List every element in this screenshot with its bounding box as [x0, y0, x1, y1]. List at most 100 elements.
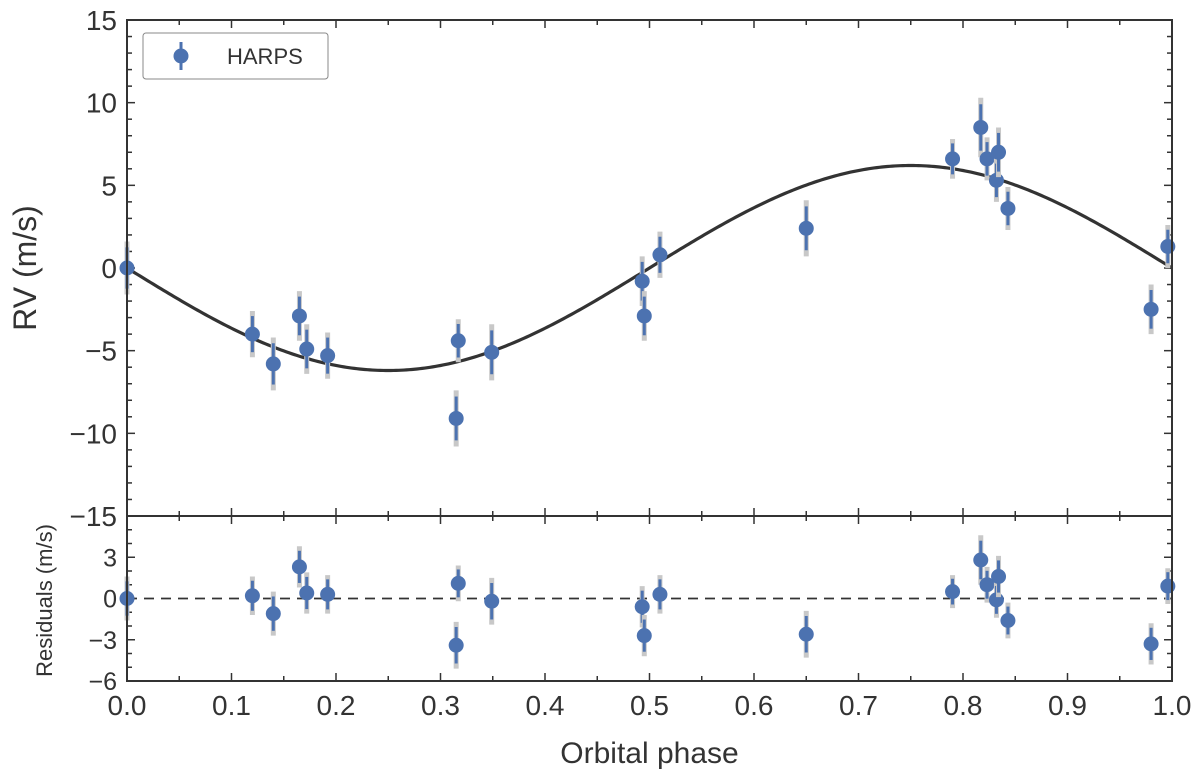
data-point	[1143, 623, 1159, 665]
rv-ytick-label: 10	[86, 88, 117, 119]
rv-ytick-label: −15	[70, 501, 118, 532]
data-point	[484, 324, 500, 381]
data-point	[450, 565, 466, 602]
data-point	[973, 535, 989, 585]
x-tick-label: 0.5	[630, 690, 669, 721]
x-tick-label: 0.1	[212, 690, 251, 721]
data-point	[798, 200, 814, 257]
marker	[945, 151, 961, 167]
marker	[652, 247, 668, 263]
marker	[798, 626, 814, 642]
marker	[291, 559, 307, 575]
marker	[291, 308, 307, 324]
x-tick-label: 1.0	[1153, 690, 1192, 721]
data-point	[636, 291, 652, 341]
residuals-panel-frame	[126, 515, 1173, 682]
data-point	[973, 97, 989, 158]
marker	[634, 599, 650, 615]
data-point	[244, 310, 260, 358]
rv-points	[119, 97, 1176, 447]
marker	[244, 326, 260, 342]
marker	[991, 569, 1007, 584]
data-point	[484, 577, 500, 625]
marker	[320, 586, 336, 602]
marker	[634, 273, 650, 289]
rv-ytick-label: 15	[86, 5, 117, 36]
marker	[265, 356, 281, 372]
x-tick-label: 0.8	[944, 690, 983, 721]
data-point	[265, 591, 281, 636]
marker	[450, 333, 466, 349]
data-point	[291, 291, 307, 341]
x-tick-label: 0.9	[1048, 690, 1087, 721]
data-point	[1160, 568, 1176, 604]
residuals-ylabel: Residuals (m/s)	[32, 524, 57, 677]
marker	[1000, 200, 1016, 216]
marker	[1000, 613, 1016, 628]
data-point	[991, 127, 1007, 178]
x-tick-label: 0.0	[108, 690, 147, 721]
residuals-ytick-label: 0	[103, 586, 117, 614]
legend-box	[142, 32, 329, 80]
x-tick-label: 0.2	[317, 690, 356, 721]
x-tick-labels: 0.0 0.1 0.2 0.3 0.4 0.5 0.6 0.7 0.8 0.9 1.0	[108, 690, 1192, 721]
legend-dot	[173, 48, 189, 64]
marker	[973, 552, 989, 568]
marker	[265, 606, 281, 622]
marker	[299, 341, 315, 357]
rv-ytick-label: 5	[101, 170, 117, 201]
data-point	[291, 546, 307, 588]
marker	[973, 119, 989, 135]
data-point	[320, 575, 336, 614]
data-point	[945, 575, 961, 609]
marker	[798, 220, 814, 236]
data-point	[448, 621, 464, 669]
marker	[979, 577, 995, 593]
marker	[979, 151, 995, 167]
data-point	[652, 575, 668, 614]
marker	[945, 584, 961, 600]
rv-ytick-label: −5	[85, 336, 117, 367]
marker	[484, 344, 500, 360]
x-tick-label: 0.4	[526, 690, 565, 721]
data-point	[798, 610, 814, 658]
x-axis-label: Orbital phase	[560, 737, 738, 770]
residuals-ytick-labels: 3 0 −3 −6	[88, 544, 117, 696]
residuals-ytick-label: −6	[88, 668, 117, 696]
rv-model-curve-group	[126, 163, 1173, 373]
data-point	[244, 576, 260, 615]
marker	[484, 593, 500, 609]
marker	[1160, 578, 1176, 594]
marker	[244, 588, 260, 604]
data-point	[299, 324, 315, 374]
data-point	[991, 555, 1007, 598]
data-point	[448, 390, 464, 447]
data-point	[1143, 284, 1159, 335]
data-point	[1000, 602, 1016, 639]
marker	[448, 410, 464, 426]
x-tick-label: 0.6	[735, 690, 774, 721]
rv-panel: 15 10 5 0 −5 −10 −15 RV (m/s) HARPS	[7, 5, 1176, 532]
data-point	[979, 566, 995, 603]
residuals-ytick-label: 3	[103, 544, 117, 572]
rv-ylabel: RV (m/s)	[7, 205, 43, 331]
marker	[450, 575, 466, 591]
data-point	[979, 137, 995, 181]
data-point	[636, 615, 652, 657]
data-point	[265, 337, 281, 391]
marker	[652, 586, 668, 602]
data-point	[320, 332, 336, 379]
marker	[636, 308, 652, 324]
data-point	[299, 572, 315, 614]
legend-marker	[173, 42, 189, 70]
marker	[1143, 636, 1159, 652]
rv-ytick-label: 0	[101, 253, 117, 284]
residuals-ytick-label: −3	[88, 627, 117, 655]
x-tick-label: 0.3	[421, 690, 460, 721]
rv-model-curve	[126, 163, 1173, 373]
rv-ytick-labels: 15 10 5 0 −5 −10 −15	[70, 5, 118, 532]
marker	[991, 144, 1007, 160]
rv-ytick-label: −10	[70, 418, 118, 449]
residuals-points	[119, 535, 1176, 669]
